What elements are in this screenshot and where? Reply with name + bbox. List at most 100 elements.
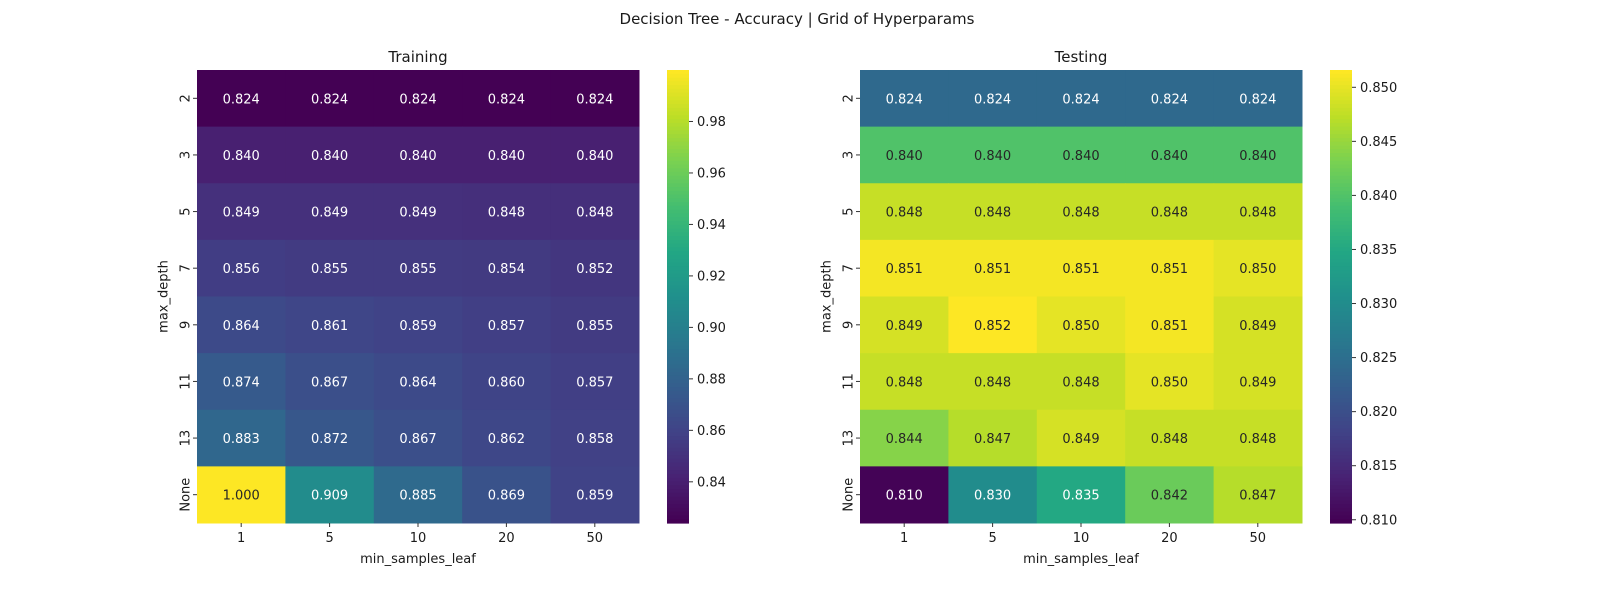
training-colorbar-segment [667,288,689,294]
testing-colorbar-segment [1330,85,1352,90]
testing-cell-r0-c3 [1125,70,1215,128]
training-colorbar-segment [667,239,689,245]
testing-colorbar-segment [1330,443,1352,449]
testing-colorbar-segment [1330,439,1352,445]
training-cell-r1-c1 [285,126,375,184]
training-colorbar-tick-label-7: 0.98 [697,115,726,130]
training-colorbar-segment [667,398,689,403]
training-colorbar-segment [667,281,689,286]
testing-x-tick-label-3: 20 [1161,531,1178,546]
training-cell-label-r1-c3: 0.840 [488,149,525,164]
training-colorbar-segment [667,485,689,490]
training-colorbar-segment [667,111,689,116]
testing-cell-label-r4-c4: 0.849 [1239,319,1276,334]
training-cell-r3-c3 [462,239,552,297]
testing-colorbar-segment [1330,390,1352,396]
testing-colorbar-segment [1330,77,1352,82]
testing-x-tick-label-0: 1 [900,531,908,546]
testing-colorbar-segment [1330,375,1352,381]
training-cell-r5-c0 [197,353,286,411]
training-colorbar-segment [667,387,689,392]
testing-colorbar-tick-label-7: 0.845 [1360,135,1397,150]
training-colorbar-segment [667,345,689,350]
training-cell-r4-c2 [373,296,463,354]
testing-x-axis-label: min_samples_leaf [1023,552,1139,567]
training-colorbar-segment [667,141,689,147]
testing-colorbar-segment [1330,187,1352,192]
testing-colorbar-segment [1330,141,1352,147]
testing-cell-r3-c2 [1036,239,1126,297]
testing-cell-r6-c0 [860,409,949,467]
training-colorbar-segment [667,254,689,260]
training-cell-r7-c0 [197,466,286,524]
testing-cell-label-r3-c2: 0.851 [1062,262,1099,277]
training-cell-label-r4-c2: 0.859 [399,319,436,334]
testing-colorbar-segment [1330,398,1352,403]
testing-cell-r2-c1 [948,183,1038,241]
training-colorbar-segment [667,489,689,494]
training-cell-r6-c1 [285,409,375,467]
testing-cell-label-r5-c3: 0.850 [1151,375,1188,390]
training-cell-label-r5-c0: 0.874 [223,375,260,390]
testing-colorbar-tick-label-3: 0.825 [1360,351,1397,366]
training-colorbar-segment [667,470,689,475]
testing-cell-label-r5-c2: 0.848 [1062,375,1099,390]
training-cell-label-r5-c2: 0.864 [399,375,436,390]
training-colorbar-tick-label-1: 0.86 [697,424,726,439]
testing-colorbar-segment [1330,315,1352,320]
training-colorbar-segment [667,130,689,135]
training-colorbar-segment [667,500,689,505]
testing-colorbar-segment [1330,428,1352,433]
testing-colorbar-segment [1330,262,1352,267]
testing-colorbar-segment [1330,266,1352,271]
training-cell-label-r1-c4: 0.840 [576,149,613,164]
training-colorbar-segment [667,187,689,192]
testing-colorbar-tick-label-4: 0.830 [1360,297,1397,312]
testing-x-tick-label-4: 50 [1250,531,1267,546]
testing-cell-label-r5-c1: 0.848 [974,375,1011,390]
training-x-tick-label-2: 10 [410,531,427,546]
testing-y-tick-label-1: 3 [842,151,857,159]
testing-colorbar-segment [1330,421,1352,426]
testing-colorbar-segment [1330,236,1352,241]
training-colorbar-segment [667,466,689,471]
training-colorbar-segment [667,100,689,105]
training-cell-r7-c1 [285,466,375,524]
training-colorbar-segment [667,394,689,400]
testing-colorbar-segment [1330,228,1352,233]
training-cell-label-r0-c0: 0.824 [223,92,260,107]
testing-colorbar-segment [1330,387,1352,392]
training-cell-label-r7-c1: 0.909 [311,489,348,504]
training-colorbar-segment [667,243,689,249]
testing-colorbar-segment [1330,511,1352,517]
training-cell-label-r1-c2: 0.840 [399,149,436,164]
testing-colorbar-segment [1330,111,1352,116]
training-colorbar-tick-label-4: 0.92 [697,269,726,284]
training-colorbar-segment [667,115,689,120]
testing-colorbar-segment [1330,130,1352,135]
training-colorbar-segment [667,247,689,252]
training-y-tick-label-1: 3 [179,151,194,159]
testing-cell-label-r2-c2: 0.848 [1062,206,1099,221]
training-colorbar-segment [667,338,689,343]
testing-colorbar-tick-label-6: 0.840 [1360,189,1397,204]
training-colorbar-segment [667,436,689,441]
training-colorbar-segment [667,292,689,298]
training-cell-label-r7-c2: 0.885 [399,489,436,504]
testing-cell-label-r3-c3: 0.851 [1151,262,1188,277]
training-colorbar-tick-label-6: 0.96 [697,166,726,181]
testing-colorbar-segment [1330,507,1352,513]
training-cell-r1-c0 [197,126,286,184]
training-cell-r2-c4 [550,183,640,241]
training-cell-label-r3-c1: 0.855 [311,262,348,277]
training-colorbar-segment [667,153,689,158]
training-colorbar-segment [667,349,689,354]
testing-colorbar-segment [1330,458,1352,464]
testing-cell-r4-c2 [1036,296,1126,354]
training-cell-r7-c4 [550,466,640,524]
training-colorbar-segment [667,360,689,366]
training-y-tick-label-3: 7 [179,264,194,272]
training-colorbar-segment [667,96,689,101]
training-colorbar-segment [667,232,689,237]
training-colorbar-segment [667,462,689,467]
